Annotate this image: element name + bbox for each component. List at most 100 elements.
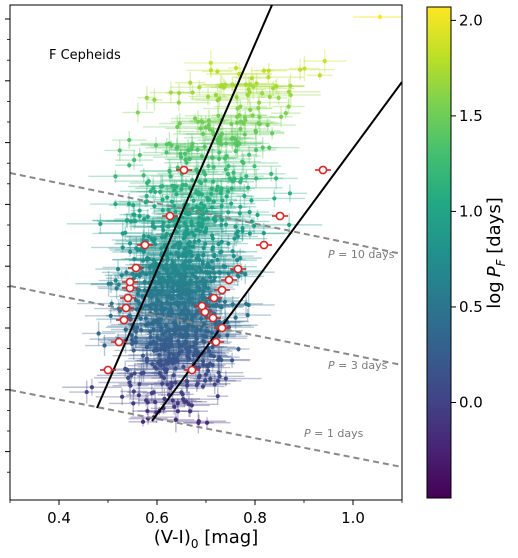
data-point	[172, 404, 177, 409]
data-point	[129, 333, 134, 338]
data-point	[219, 131, 225, 136]
data-point	[204, 209, 209, 214]
data-point	[123, 230, 128, 235]
data-point	[298, 67, 303, 72]
data-point	[129, 373, 134, 378]
data-point	[161, 338, 167, 344]
data-point	[131, 212, 136, 217]
data-point	[115, 267, 121, 272]
data-point	[203, 178, 208, 183]
data-point	[235, 258, 240, 263]
data-point	[170, 260, 175, 265]
data-point	[151, 302, 157, 307]
data-point	[143, 303, 148, 309]
data-point	[153, 399, 158, 405]
data-point	[162, 242, 168, 248]
data-point	[193, 333, 198, 339]
data-point	[256, 105, 261, 111]
data-point	[210, 233, 215, 238]
data-point	[251, 223, 257, 228]
data-point	[215, 257, 220, 262]
data-point	[153, 346, 158, 351]
data-point	[205, 216, 211, 221]
data-point	[186, 249, 192, 254]
data-point	[205, 368, 211, 373]
data-point	[89, 385, 95, 390]
data-point	[224, 154, 229, 159]
data-point	[201, 363, 206, 368]
data-point	[185, 354, 190, 359]
data-point	[203, 270, 208, 275]
data-point	[194, 347, 199, 352]
data-point	[223, 82, 228, 87]
data-point	[216, 241, 221, 247]
data-point	[288, 83, 293, 88]
data-point	[191, 301, 196, 306]
data-point	[134, 246, 139, 251]
data-point	[183, 182, 188, 187]
data-point	[180, 308, 185, 313]
data-point	[225, 172, 231, 177]
data-point	[144, 272, 149, 277]
data-point	[131, 389, 136, 394]
data-point	[160, 197, 165, 202]
edge-marker	[179, 165, 189, 175]
data-point	[194, 189, 199, 194]
data-point	[237, 211, 242, 216]
data-point	[181, 397, 186, 402]
data-point	[120, 245, 125, 250]
data-point	[151, 186, 156, 191]
data-point	[377, 14, 383, 20]
data-point	[235, 273, 240, 278]
data-point	[173, 366, 178, 371]
period-line	[10, 389, 402, 468]
data-point	[257, 100, 262, 105]
data-point	[256, 121, 261, 126]
data-point	[226, 210, 231, 215]
data-point	[204, 279, 209, 284]
data-point	[172, 203, 177, 209]
edge-marker	[114, 337, 124, 347]
data-point	[165, 195, 170, 200]
data-point	[182, 220, 187, 226]
data-point	[145, 214, 150, 219]
data-point	[195, 119, 201, 124]
data-point	[206, 118, 212, 123]
edge-marker	[103, 365, 113, 375]
data-point	[210, 155, 215, 160]
data-point	[206, 122, 211, 128]
data-point	[197, 179, 202, 184]
data-point	[192, 340, 197, 345]
data-point	[231, 253, 236, 259]
data-point	[209, 205, 215, 210]
data-point	[233, 315, 238, 320]
data-point	[180, 325, 186, 330]
data-point	[166, 310, 171, 315]
data-point	[174, 192, 179, 197]
data-point	[230, 302, 235, 307]
data-point	[166, 272, 171, 277]
edge-marker	[125, 277, 135, 287]
data-point	[224, 194, 229, 199]
data-point	[160, 284, 165, 290]
data-point	[181, 251, 186, 256]
data-point	[229, 186, 234, 191]
data-point	[132, 371, 137, 376]
data-point	[175, 409, 181, 414]
data-point	[217, 270, 222, 275]
data-point	[180, 182, 185, 188]
data-point	[238, 119, 244, 124]
data-point	[192, 116, 198, 121]
colorbar-frame	[426, 6, 452, 499]
data-point	[171, 289, 176, 294]
data-point	[203, 299, 209, 304]
data-point	[183, 274, 189, 279]
data-point	[217, 96, 222, 101]
colorbar-tick-label: 0.5	[459, 298, 483, 316]
data-point	[144, 398, 149, 403]
data-point	[181, 287, 186, 292]
data-point	[176, 254, 181, 260]
data-point	[226, 271, 231, 276]
data-point	[242, 132, 247, 137]
